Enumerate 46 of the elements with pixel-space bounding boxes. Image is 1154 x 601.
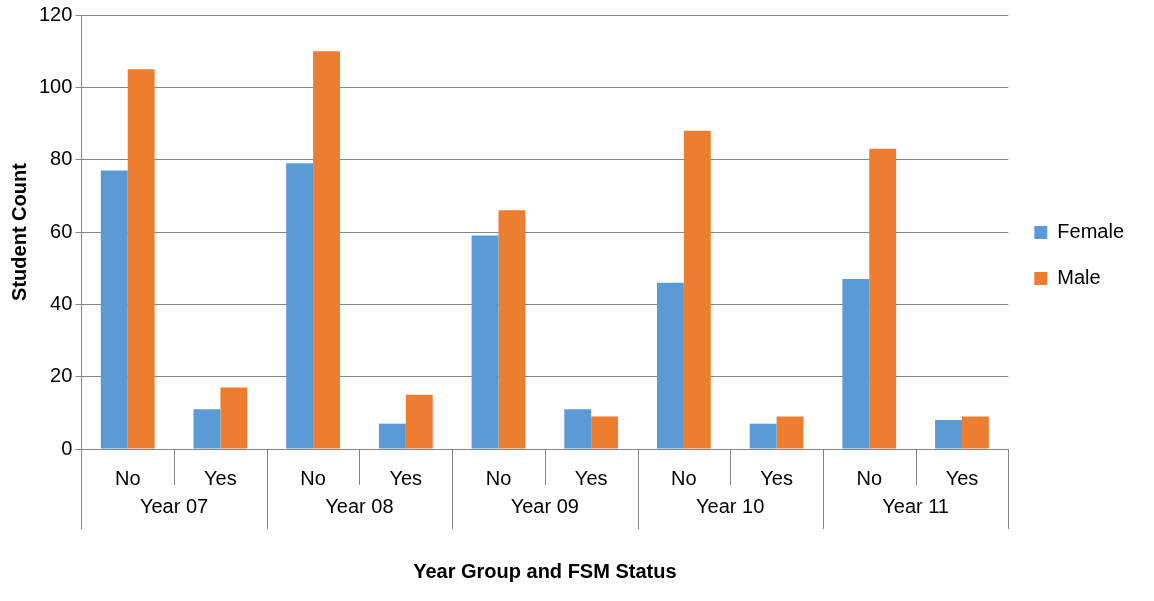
x-tick-label: No xyxy=(485,466,512,489)
y-tick-label: 120 xyxy=(38,2,73,25)
y-tick-label: 100 xyxy=(38,74,73,97)
bar xyxy=(127,69,155,449)
x-tick-label: Yes xyxy=(204,466,237,489)
bar xyxy=(869,148,897,449)
text: Year 08 xyxy=(325,494,394,517)
x-tick-label: Yes xyxy=(389,466,423,489)
bar xyxy=(935,420,962,449)
bar xyxy=(313,51,340,449)
bar xyxy=(564,409,592,449)
bar xyxy=(471,235,499,449)
x-tick-label: No xyxy=(671,466,697,489)
x-tick-label: No xyxy=(300,466,326,489)
legend-label: Female xyxy=(1057,220,1125,243)
x-axis-title: Year Group and FSM Status xyxy=(413,559,677,582)
bar xyxy=(220,387,248,449)
bar xyxy=(378,423,406,449)
bar xyxy=(961,416,989,449)
bar xyxy=(591,416,619,449)
bar xyxy=(286,163,314,449)
text: Year 07 xyxy=(139,494,209,517)
x-tick-label: Yes xyxy=(945,466,979,489)
bar xyxy=(498,210,526,449)
y-tick-label: 80 xyxy=(50,147,73,170)
bar xyxy=(100,170,128,449)
bar xyxy=(193,409,221,449)
y-axis-title: Student Count xyxy=(7,162,30,301)
bar xyxy=(683,130,711,449)
y-tick-label: 0 xyxy=(61,436,73,459)
bar xyxy=(405,394,433,449)
text: Year 10 xyxy=(696,494,765,517)
x-tick-label: No xyxy=(114,466,141,489)
text: Year 11 xyxy=(882,494,949,517)
x-tick-label: Yes xyxy=(574,466,608,489)
y-tick-label: 40 xyxy=(50,291,73,314)
y-tick-label: 60 xyxy=(50,219,73,242)
bar xyxy=(749,423,777,449)
bar xyxy=(776,416,804,449)
bar xyxy=(842,279,870,449)
bar xyxy=(657,282,684,449)
x-tick-label: No xyxy=(856,466,883,489)
legend-label: Male xyxy=(1057,266,1101,289)
text: Year 09 xyxy=(510,494,579,517)
y-tick-label: 20 xyxy=(50,364,73,387)
x-tick-label: Yes xyxy=(760,466,793,489)
